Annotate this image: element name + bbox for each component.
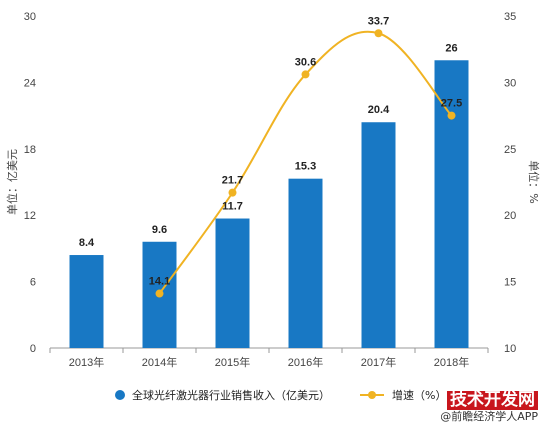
x-tick-label: 2014年: [142, 355, 177, 369]
line-value-label: 30.6: [295, 56, 316, 68]
legend-line-dot: [368, 391, 376, 399]
bar-value-label: 15.3: [295, 161, 316, 173]
x-tick-label: 2015年: [215, 355, 250, 369]
legend-bar-marker: [115, 390, 125, 400]
watermark: 技术开发网 @前瞻经济学人APP: [440, 390, 538, 424]
right-y-axis: 10 15 20 25 30 35 单位：%: [504, 11, 541, 355]
watermark-title: 技术开发网: [447, 390, 538, 411]
y2-tick-label: 10: [504, 343, 516, 355]
legend: 全球光纤激光器行业销售收入（亿美元） 增速（%）: [115, 388, 446, 402]
y-tick-label: 24: [24, 77, 36, 89]
legend-line-label: 增速（%）: [392, 388, 446, 402]
line-value-label: 33.7: [368, 15, 389, 27]
bar-value-label: 20.4: [368, 104, 390, 116]
bar: [434, 60, 469, 349]
watermark-subtitle: @前瞻经济学人APP: [440, 410, 538, 424]
bar-value-label: 26: [445, 42, 457, 54]
line-point: [155, 289, 164, 298]
y-tick-label: 12: [24, 210, 36, 222]
y-tick-label: 18: [24, 144, 36, 156]
line-point: [374, 29, 383, 38]
y2-tick-label: 15: [504, 277, 516, 289]
x-tick-label: 2018年: [434, 355, 469, 369]
x-tick-label: 2013年: [69, 355, 104, 369]
line-value-label: 27.5: [441, 98, 462, 110]
left-y-axis: 0 6 12 18 24 30 单位：亿美元: [5, 11, 36, 355]
y-axis-title: 单位：亿美元: [5, 149, 19, 215]
y2-tick-label: 30: [504, 77, 516, 89]
growth-line: [158, 30, 453, 295]
x-tick-label: 2017年: [361, 355, 396, 369]
line-value-label: 21.7: [222, 175, 243, 187]
x-axis: 2013年 2014年 2015年 2016年 2017年 2018年: [49, 347, 489, 369]
y-tick-label: 6: [30, 277, 36, 289]
y-tick-label: 0: [30, 343, 36, 355]
bar: [288, 178, 323, 348]
line-point: [228, 188, 237, 197]
bar: [69, 255, 104, 348]
bar: [215, 218, 250, 348]
bar-value-label: 11.7: [222, 201, 243, 213]
y-tick-label: 30: [24, 11, 36, 23]
data-labels: 8.4 9.6 11.7 15.3 20.4 26 14.1 21.7 30.6 33.7 27.5: [79, 15, 462, 287]
line-point: [447, 111, 456, 120]
y2-tick-label: 20: [504, 210, 516, 222]
bar-value-label: 9.6: [152, 224, 167, 236]
y2-axis-title: 单位：%: [527, 160, 541, 203]
bar-series: [69, 60, 469, 349]
x-tick-label: 2016年: [288, 355, 323, 369]
bar-value-label: 8.4: [79, 237, 95, 249]
bar: [361, 122, 396, 349]
y2-tick-label: 25: [504, 144, 516, 156]
y2-tick-label: 35: [504, 11, 516, 23]
legend-bar-label: 全球光纤激光器行业销售收入（亿美元）: [132, 388, 330, 402]
line-series: [155, 29, 456, 298]
line-value-label: 14.1: [149, 276, 170, 288]
line-point: [301, 70, 310, 79]
